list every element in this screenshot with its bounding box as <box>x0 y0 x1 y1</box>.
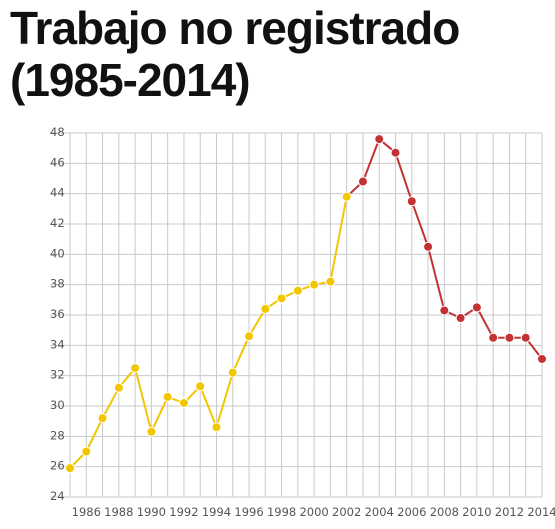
y-axis-labels: 24 26 28 30 32 34 36 38 40 42 44 46 48 <box>50 125 65 503</box>
data-point <box>471 302 482 313</box>
series-points <box>65 134 547 474</box>
x-tick-label: 2002 <box>332 505 361 519</box>
data-point <box>244 331 255 342</box>
data-point <box>178 397 189 408</box>
y-tick-label: 24 <box>50 489 65 503</box>
data-point <box>341 191 352 202</box>
x-tick-label: 2012 <box>495 505 524 519</box>
x-tick-label: 1998 <box>267 505 296 519</box>
data-point <box>455 313 466 324</box>
y-tick-label: 36 <box>50 307 65 321</box>
data-point <box>374 134 385 145</box>
data-point <box>488 332 499 343</box>
data-point <box>292 285 303 296</box>
data-point <box>211 422 222 433</box>
data-point <box>260 303 271 314</box>
x-tick-label: 1988 <box>104 505 133 519</box>
y-tick-label: 44 <box>50 186 65 200</box>
data-point <box>162 391 173 402</box>
data-point <box>309 279 320 290</box>
x-tick-label: 1996 <box>234 505 263 519</box>
chart-title: Trabajo no registrado (1985-2014) <box>10 2 460 106</box>
x-axis-labels: 1986 1988 1990 1992 1994 1996 1998 2000 2002 2004… <box>72 505 555 519</box>
data-point <box>520 332 531 343</box>
x-tick-label: 1986 <box>72 505 101 519</box>
y-tick-label: 26 <box>50 459 65 473</box>
data-point <box>195 381 206 392</box>
data-point <box>439 305 450 316</box>
y-tick-label: 42 <box>50 216 65 230</box>
x-tick-label: 2004 <box>365 505 394 519</box>
chart-title-line-2: (1985-2014) <box>10 54 251 106</box>
data-point <box>357 176 368 187</box>
data-point <box>97 413 108 424</box>
y-tick-label: 46 <box>50 155 65 169</box>
x-tick-label: 2014 <box>527 505 555 519</box>
data-point <box>406 196 417 207</box>
y-tick-label: 38 <box>50 277 65 291</box>
data-point <box>227 367 238 378</box>
data-point <box>113 382 124 393</box>
data-point <box>423 241 434 252</box>
x-tick-label: 2008 <box>430 505 459 519</box>
data-point <box>65 463 75 474</box>
y-tick-label: 40 <box>50 246 65 260</box>
data-point <box>130 363 141 374</box>
data-point <box>325 276 336 287</box>
data-point <box>504 332 515 343</box>
series-line-2 <box>362 138 543 360</box>
data-point <box>537 353 547 364</box>
chart-grid <box>50 132 543 498</box>
series-lines <box>69 138 543 469</box>
y-tick-label: 30 <box>50 398 65 412</box>
y-tick-label: 34 <box>50 337 65 351</box>
x-tick-label: 1992 <box>169 505 198 519</box>
x-tick-label: 2010 <box>462 505 491 519</box>
x-tick-label: 2006 <box>397 505 426 519</box>
series-line-1 <box>69 196 348 469</box>
y-tick-label: 48 <box>50 125 65 139</box>
data-point <box>390 147 401 158</box>
y-tick-label: 28 <box>50 428 65 442</box>
data-point <box>81 446 92 457</box>
data-point <box>146 426 157 437</box>
y-tick-label: 32 <box>50 368 65 382</box>
chart-title-line-1: Trabajo no registrado <box>10 2 460 54</box>
x-tick-label: 2000 <box>299 505 328 519</box>
x-tick-label: 1994 <box>202 505 231 519</box>
data-point <box>276 293 287 304</box>
x-tick-label: 1990 <box>137 505 166 519</box>
